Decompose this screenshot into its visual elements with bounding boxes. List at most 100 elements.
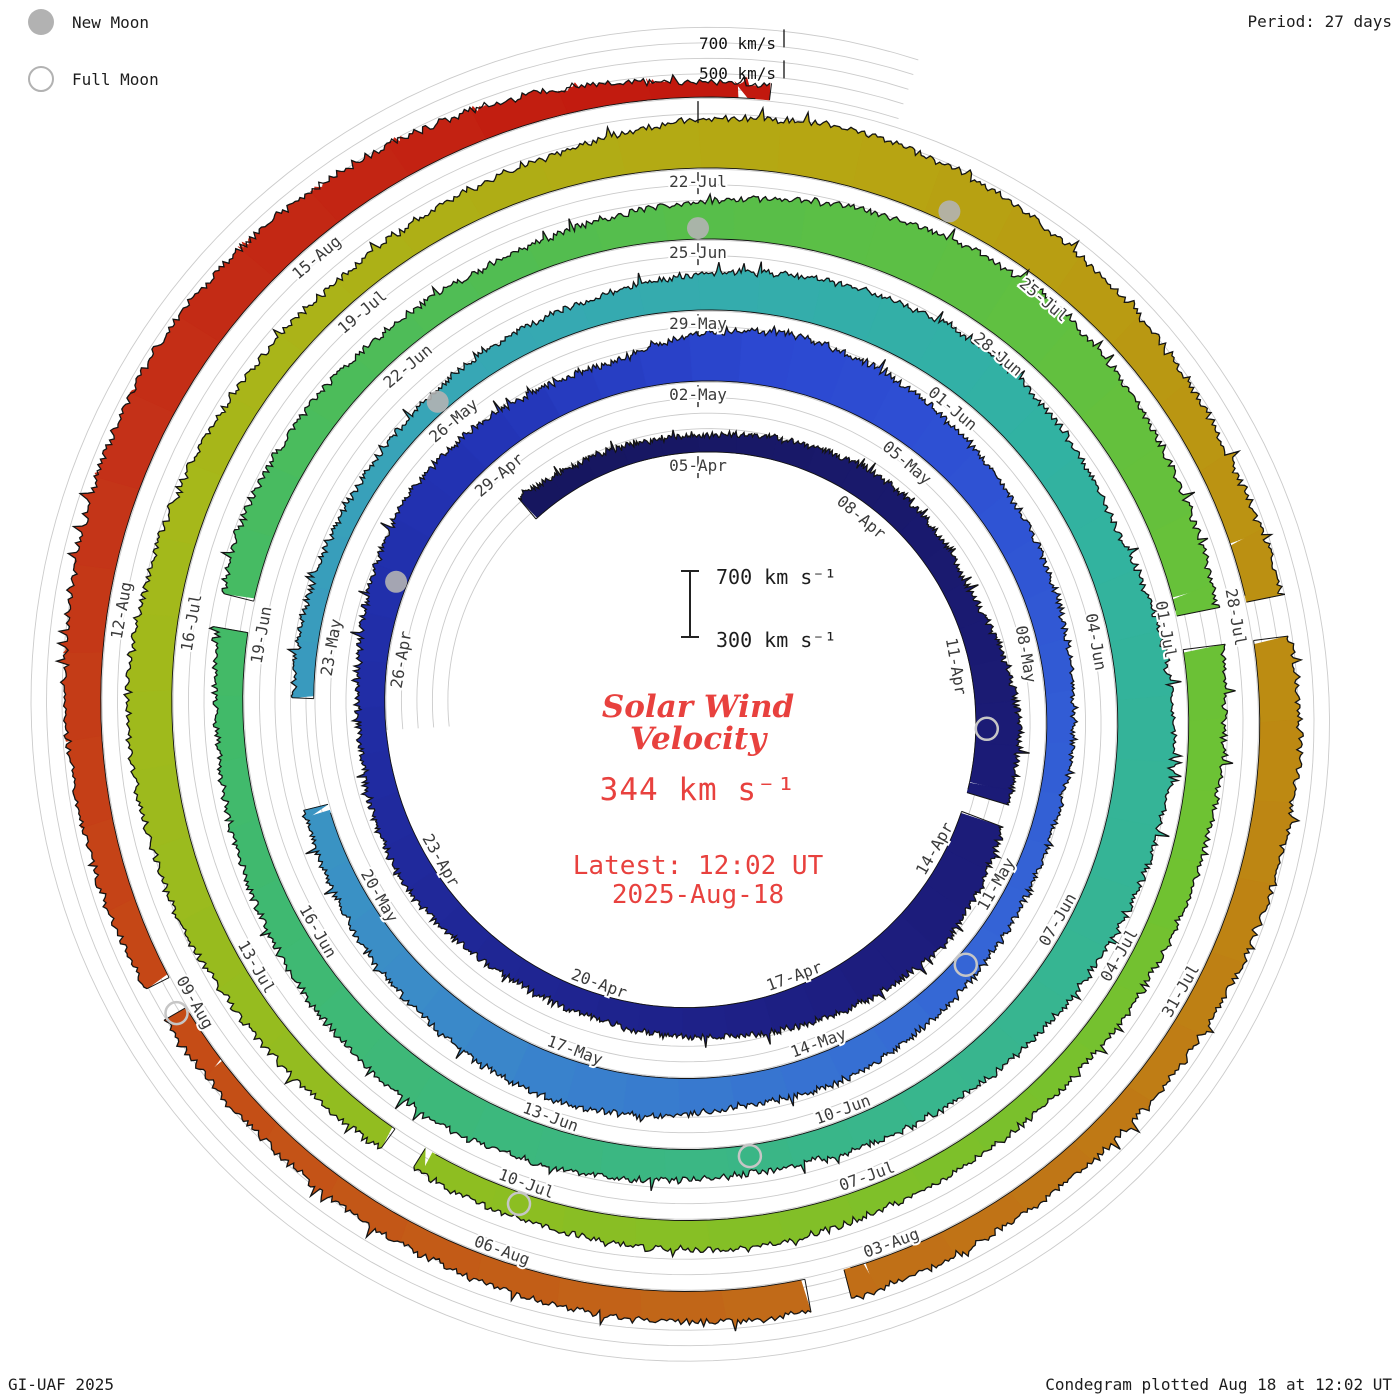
band-baseline <box>435 649 1190 1221</box>
velocity-band-segment <box>558 1205 637 1248</box>
band-baseline <box>850 640 1261 1269</box>
band-baseline <box>253 238 1177 611</box>
full-moon-marker <box>164 1000 189 1026</box>
velocity-band-segment <box>1071 1085 1152 1165</box>
plotted-timestamp: Condegram plotted Aug 18 at 12:02 UT <box>1045 1375 1392 1394</box>
velocity-band-segment <box>734 76 771 101</box>
band-baseline <box>242 309 1119 1150</box>
date-label: 29-May <box>669 314 727 333</box>
velocity-band-segment <box>939 1192 1028 1259</box>
velocity-band-segment <box>970 1089 1046 1152</box>
latest-date: 2025-Aug-18 <box>611 880 785 911</box>
band-edge <box>224 593 254 602</box>
full-moon-marker <box>506 1191 532 1217</box>
band-edge <box>517 497 537 520</box>
band-edge <box>961 810 1004 828</box>
current-velocity-value: 344 km s⁻¹ <box>599 772 797 809</box>
band-edge <box>413 1148 426 1167</box>
chart-title-line2: Velocity <box>629 720 767 757</box>
velocity-band-segment <box>259 1122 340 1203</box>
band-baseline <box>535 451 977 790</box>
grid-spiral-600 <box>46 42 1315 1347</box>
velocity-trace <box>163 1019 812 1332</box>
band-outline <box>54 73 1305 1332</box>
band-edge <box>380 1128 396 1149</box>
band-edge <box>292 697 314 700</box>
velocity-band-segment <box>909 1132 988 1191</box>
velocity-band-segment <box>697 261 763 314</box>
date-label: 25-Jun <box>669 243 727 262</box>
velocity-band-segment <box>597 1141 666 1191</box>
center-scalebar <box>681 29 785 638</box>
center-annotations: Solar Wind Velocity 344 km s⁻¹ Latest: 1… <box>470 689 926 911</box>
date-label: 22-Jul <box>669 172 727 191</box>
velocity-band-segment <box>538 126 627 192</box>
velocity-band-segment <box>149 834 214 922</box>
velocity-band-segment <box>1183 643 1236 722</box>
velocity-band-segment <box>616 117 703 175</box>
velocity-band-segment <box>1210 877 1277 966</box>
velocity-band-segment <box>67 474 140 570</box>
velocity-band-segment <box>720 1279 812 1332</box>
velocity-band-segment <box>1025 1039 1096 1108</box>
legend-new-moon: New Moon <box>28 9 149 35</box>
band-edge <box>1183 643 1226 651</box>
velocity-trace <box>301 324 1080 1123</box>
scalebar-bottom-label: 300 km s⁻¹ <box>716 628 837 652</box>
band-edge <box>804 1279 812 1313</box>
velocity-band-segment <box>106 897 168 990</box>
velocity-band-segment <box>466 157 553 219</box>
full-moon-icon <box>28 66 54 92</box>
velocity-trace <box>208 261 1184 1191</box>
band-baseline <box>330 380 1048 1079</box>
velocity-trace <box>518 428 1030 806</box>
velocity-band-segment <box>1009 1143 1094 1213</box>
band-baseline <box>189 1013 805 1292</box>
velocity-band-segment <box>1115 695 1183 765</box>
band-baseline <box>100 96 756 978</box>
band-baseline <box>171 167 1246 1130</box>
outer-scale-500-label: 500 km/s <box>699 64 777 83</box>
velocity-band-segment <box>1146 856 1202 934</box>
date-label: 19-Jun <box>247 605 276 665</box>
chart-title-line1: Solar Wind <box>601 689 795 725</box>
new-moon-marker <box>426 390 449 413</box>
grid-spiral-500 <box>61 57 1299 1331</box>
period-label: Period: 27 days <box>1247 12 1393 31</box>
band-edge <box>1176 606 1220 617</box>
velocity-band-segment <box>359 434 409 492</box>
moon-markers <box>164 200 1000 1217</box>
velocity-trace <box>851 635 1305 1300</box>
band-edge <box>769 83 772 101</box>
velocity-band-segment <box>1253 635 1303 723</box>
velocity-band-segment <box>123 689 176 772</box>
velocity-trace <box>413 643 1236 1259</box>
velocity-band-segment <box>1254 718 1304 806</box>
new-moon-label: New Moon <box>72 12 150 32</box>
velocity-band-segment <box>470 88 569 140</box>
velocity-trace <box>54 73 771 990</box>
latest-time: Latest: 12:02 UT <box>572 851 824 882</box>
new-moon-marker <box>385 570 408 593</box>
band-edge <box>213 626 248 634</box>
velocity-band-segment <box>396 1219 483 1282</box>
velocity-band <box>55 74 1304 1332</box>
velocity-band-segment <box>776 1194 858 1246</box>
full-moon-label: Full Moon <box>72 69 159 89</box>
grid-spiral-700 <box>30 26 1330 1362</box>
band-edge <box>303 803 329 811</box>
velocity-trace <box>122 105 1286 1150</box>
velocity-trace <box>219 192 1221 608</box>
band-edge <box>1253 635 1288 641</box>
outer-scale-700-label: 700 km/s <box>699 34 777 53</box>
velocity-band-segment <box>78 817 135 912</box>
new-moon-marker <box>938 200 961 223</box>
band-edge <box>146 977 170 990</box>
velocity-band-segment <box>204 1060 277 1141</box>
date-label: 05-Apr <box>669 456 727 475</box>
velocity-band-segment <box>157 461 223 546</box>
band-edge <box>843 1269 852 1299</box>
velocity-band-segment <box>638 332 693 388</box>
